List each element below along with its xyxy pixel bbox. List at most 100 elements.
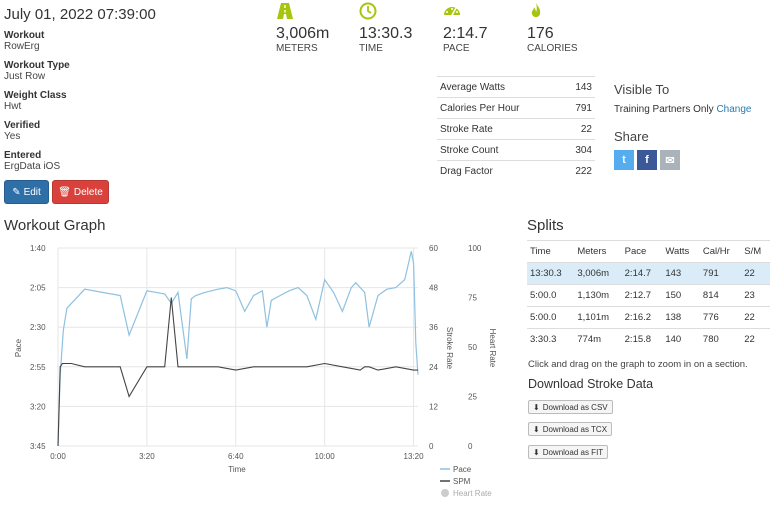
- stat-pace: 2:14.7 PACE: [443, 2, 487, 54]
- download-fit-button[interactable]: ⬇ Download as FIT: [528, 445, 609, 459]
- stat-value: 2:14.7: [443, 25, 488, 42]
- envelope-icon: ✉: [665, 154, 675, 167]
- workout-details: Workout RowErg Workout Type Just Row Weigh…: [4, 30, 70, 180]
- detail-value: Yes: [4, 131, 21, 142]
- share-title: Share: [614, 129, 649, 144]
- detail-label: Weight Class: [4, 90, 67, 101]
- stat-value: 13:30.3: [359, 25, 413, 42]
- legend-spm[interactable]: SPM: [453, 477, 471, 486]
- splits-row[interactable]: 13:30.3 3,006m 2:14.7 143 791 22: [527, 262, 770, 285]
- change-visibility-link[interactable]: Change: [716, 104, 752, 115]
- download-icon: ⬇: [533, 424, 540, 434]
- hr-tick-label: 0: [468, 442, 473, 451]
- pace-series-line: [57, 251, 419, 447]
- hr-tick-label: 25: [468, 393, 477, 402]
- stat-label: PACE: [443, 43, 470, 54]
- time-axis-label: Time: [228, 465, 246, 474]
- time-tick-label: 3:20: [139, 452, 155, 461]
- workout-graph[interactable]: 1:40 2:05 2:30 2:55 3:20 3:45 0:00 3:20 6:40 10:0…: [0, 238, 520, 505]
- visibility-value: Training Partners Only: [614, 104, 714, 115]
- spm-tick-label: 12: [429, 402, 438, 411]
- email-share-button[interactable]: ✉: [660, 150, 680, 170]
- pace-tick-label: 2:05: [30, 284, 46, 293]
- hr-tick-label: 50: [468, 343, 477, 352]
- splits-title: Splits: [527, 217, 564, 234]
- download-tcx-button[interactable]: ⬇ Download as TCX: [528, 422, 613, 436]
- time-tick-label: 6:40: [228, 452, 244, 461]
- splits-table: Time Meters Pace Watts Cal/Hr S/M 13:30.3 3,00…: [527, 240, 770, 351]
- clock-icon: [359, 2, 377, 20]
- detail-label: Workout: [4, 30, 45, 41]
- graph-ticks: 1:40 2:05 2:30 2:55 3:20 3:45 0:00 3:20 6:40 10:0…: [30, 244, 482, 461]
- detail-label: Verified: [4, 120, 41, 131]
- pencil-icon: ✎: [12, 186, 21, 198]
- spm-tick-label: 60: [429, 244, 438, 253]
- splits-row[interactable]: 5:00.0 1,130m 2:12.7 150 814 23: [527, 284, 770, 307]
- download-title: Download Stroke Data: [528, 377, 654, 391]
- download-icon: ⬇: [533, 402, 540, 412]
- spm-tick-label: 24: [429, 363, 438, 372]
- spm-tick-label: 0: [429, 442, 434, 451]
- metric-row: Calories Per Hour 791: [437, 97, 595, 118]
- edit-button[interactable]: ✎ Edit: [4, 180, 49, 204]
- metric-row: Stroke Rate 22: [437, 118, 595, 139]
- pace-tick-label: 2:55: [30, 363, 46, 372]
- detail-value: Just Row: [4, 71, 46, 82]
- pace-tick-label: 1:40: [30, 244, 46, 253]
- legend-heart-rate[interactable]: Heart Rate: [453, 489, 492, 498]
- visibility-line: Training Partners Only Change: [614, 104, 751, 115]
- delete-button[interactable]: 🗑 Delete: [52, 180, 109, 204]
- download-csv-button[interactable]: ⬇ Download as CSV: [528, 400, 613, 414]
- workout-date: July 01, 2022 07:39:00: [4, 6, 156, 23]
- stat-value: 3,006m: [276, 25, 330, 42]
- stat-calories: 176 CALORIES: [527, 2, 578, 54]
- facebook-icon: f: [645, 154, 649, 166]
- pace-tick-label: 3:45: [30, 442, 46, 451]
- metric-row: Stroke Count 304: [437, 139, 595, 160]
- trash-icon: 🗑: [58, 186, 71, 198]
- legend-heart-rate-swatch: [441, 489, 449, 497]
- stat-meters: 3,006m METERS: [276, 2, 329, 54]
- heart-rate-axis-label: Heart Rate: [488, 329, 497, 368]
- stroke-rate-axis-label: Stroke Rate: [445, 327, 454, 370]
- download-icon: ⬇: [533, 447, 540, 457]
- graph-grid: [57, 247, 418, 447]
- legend-pace[interactable]: Pace: [453, 465, 472, 474]
- facebook-share-button[interactable]: f: [637, 150, 657, 170]
- zoom-hint: Click and drag on the graph to zoom in o…: [528, 359, 748, 370]
- detail-label: Entered: [4, 150, 42, 161]
- pace-tick-label: 2:30: [30, 323, 46, 332]
- detail-value: Hwt: [4, 101, 22, 112]
- time-tick-label: 13:20: [404, 452, 425, 461]
- graph-lines: [57, 251, 419, 447]
- twitter-icon: t: [622, 154, 626, 166]
- detail-label: Workout Type: [4, 60, 70, 71]
- workout-graph-title: Workout Graph: [4, 217, 106, 234]
- time-tick-label: 0:00: [50, 452, 66, 461]
- twitter-share-button[interactable]: t: [614, 150, 634, 170]
- splits-row[interactable]: 5:00.0 1,101m 2:16.2 138 776 22: [527, 306, 770, 329]
- hr-tick-label: 75: [468, 294, 477, 303]
- pace-tick-label: 3:20: [30, 402, 46, 411]
- detail-value: RowErg: [4, 41, 40, 52]
- flame-icon: [531, 3, 541, 17]
- spm-tick-label: 48: [429, 284, 438, 293]
- stat-time: 13:30.3 TIME: [359, 2, 412, 54]
- road-icon: [277, 3, 293, 19]
- metric-row: Drag Factor 222: [437, 160, 595, 181]
- stat-label: METERS: [276, 43, 318, 54]
- splits-header-row: Time Meters Pace Watts Cal/Hr S/M: [527, 240, 770, 263]
- metrics-table: Average Watts 143 Calories Per Hour 791 St…: [437, 76, 595, 181]
- spm-tick-label: 36: [429, 323, 438, 332]
- stat-value: 176: [527, 25, 554, 42]
- detail-value: ErgData iOS: [4, 161, 61, 172]
- time-tick-label: 10:00: [315, 452, 336, 461]
- stat-label: CALORIES: [527, 43, 578, 54]
- stat-label: TIME: [359, 43, 383, 54]
- hr-tick-label: 100: [468, 244, 482, 253]
- metric-row: Average Watts 143: [437, 76, 595, 97]
- visible-to-title: Visible To: [614, 82, 670, 97]
- splits-row[interactable]: 3:30.3 774m 2:15.8 140 780 22: [527, 328, 770, 351]
- spm-series-line: [57, 297, 418, 447]
- pace-axis-label: Pace: [14, 338, 23, 357]
